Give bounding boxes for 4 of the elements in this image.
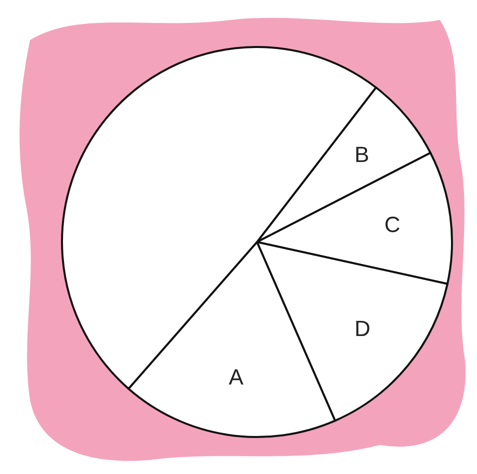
slice-label: D [354,316,370,342]
slice-label: A [228,364,244,390]
slice-label: B [354,142,370,168]
slice-label: C [384,212,400,237]
